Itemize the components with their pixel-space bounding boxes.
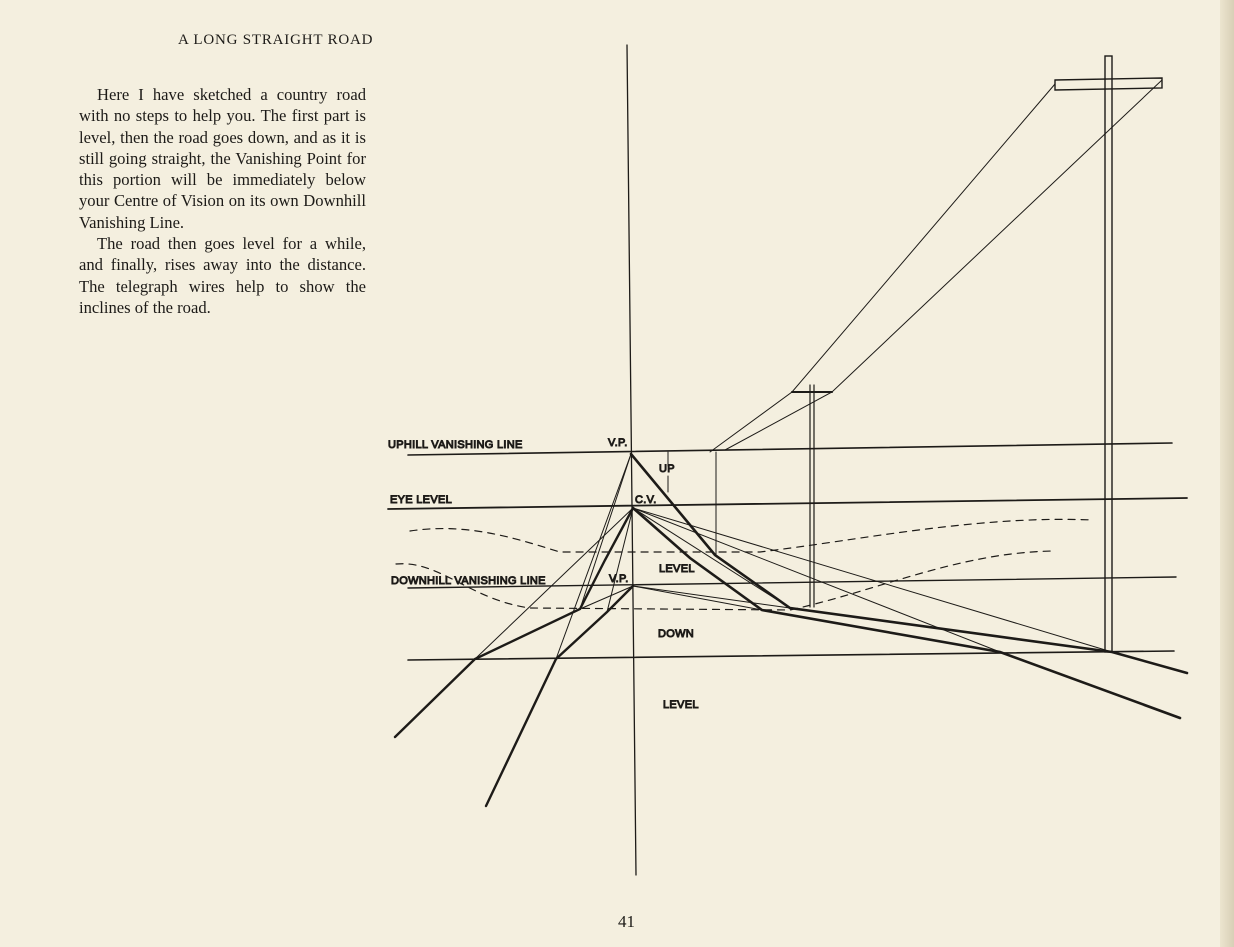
construction-line [579, 585, 634, 610]
label-up: UP [659, 463, 675, 475]
construction-line [474, 507, 634, 660]
label-vp-lower: V.P. [609, 573, 629, 585]
centre-vertical-line [626, 44, 637, 876]
label-eye-level: EYE LEVEL [390, 494, 452, 506]
construction-line [632, 585, 791, 609]
eye-level-line [387, 497, 1188, 510]
paragraph: The road then goes level for a while, an… [79, 234, 366, 317]
uphill-vanishing-line [407, 442, 1173, 456]
telegraph-wire [724, 79, 1163, 451]
construction-line [632, 507, 1001, 653]
page-edge [1220, 0, 1234, 947]
label-down: DOWN [658, 628, 694, 640]
dashed-curve-upper [409, 518, 1093, 553]
construction-line [606, 507, 634, 613]
construction-line [579, 453, 632, 610]
label-level-lower: LEVEL [663, 699, 699, 711]
construction-line [632, 585, 763, 611]
label-level-upper: LEVEL [659, 563, 695, 575]
label-vp-upper: V.P. [608, 437, 628, 449]
downhill-vanishing-line [407, 576, 1177, 589]
ground-line [407, 650, 1175, 661]
paragraph: Here I have sketched a country road with… [79, 85, 366, 232]
running-head: A LONG STRAIGHT ROAD [178, 32, 374, 48]
road-right-inner [631, 506, 1182, 720]
body-text: Here I have sketched a country road with… [79, 84, 366, 318]
label-downhill-vanishing-line: DOWNHILL VANISHING LINE [391, 575, 546, 587]
label-uphill-vanishing-line: UPHILL VANISHING LINE [388, 439, 523, 451]
page-number: 41 [618, 912, 635, 931]
road-left-inner [484, 584, 635, 808]
construction-line [555, 453, 632, 660]
construction-line [632, 507, 1113, 653]
telegraph-pole-small [791, 384, 833, 608]
telegraph-wire [709, 83, 1056, 453]
telegraph-pole-large [1054, 55, 1163, 653]
road-right-outer [629, 452, 1189, 675]
construction-line [632, 507, 791, 609]
label-cv: C.V. [635, 494, 657, 506]
